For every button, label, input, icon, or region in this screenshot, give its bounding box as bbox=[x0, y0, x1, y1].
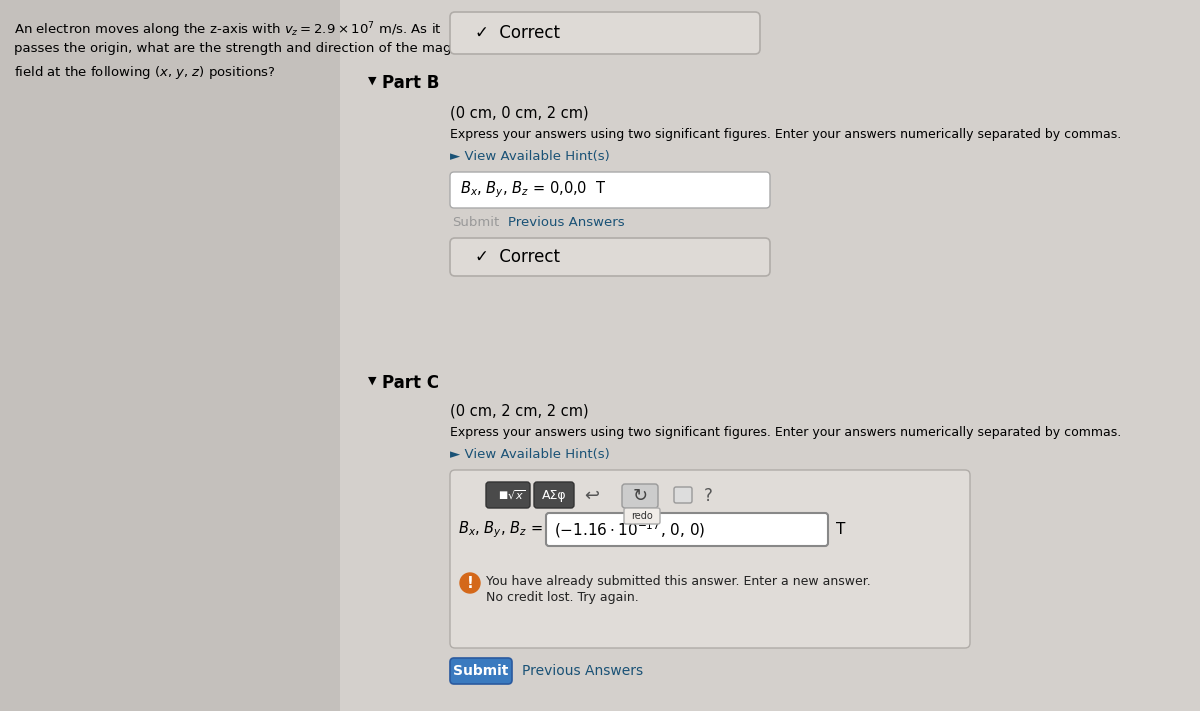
Text: $\sqrt{x}$: $\sqrt{x}$ bbox=[508, 488, 526, 502]
Text: ↻: ↻ bbox=[632, 487, 648, 505]
Bar bbox=[340, 0, 1200, 711]
Text: passes the origin, what are the strength and direction of the magnetic: passes the origin, what are the strength… bbox=[14, 42, 485, 55]
FancyBboxPatch shape bbox=[450, 12, 760, 54]
Bar bbox=[0, 0, 340, 711]
Text: (0 cm, 0 cm, 2 cm): (0 cm, 0 cm, 2 cm) bbox=[450, 106, 589, 121]
Text: Part C: Part C bbox=[382, 374, 439, 392]
FancyBboxPatch shape bbox=[534, 482, 574, 508]
FancyBboxPatch shape bbox=[624, 508, 660, 524]
FancyBboxPatch shape bbox=[450, 470, 970, 648]
FancyBboxPatch shape bbox=[546, 513, 828, 546]
FancyBboxPatch shape bbox=[674, 487, 692, 503]
Circle shape bbox=[460, 573, 480, 593]
FancyBboxPatch shape bbox=[450, 238, 770, 276]
Text: redo: redo bbox=[631, 511, 653, 521]
Text: Submit: Submit bbox=[454, 664, 509, 678]
Text: Previous Answers: Previous Answers bbox=[522, 664, 643, 678]
Text: $(-1.16 \cdot 10^{-17}$, 0, 0$)$: $(-1.16 \cdot 10^{-17}$, 0, 0$)$ bbox=[554, 520, 706, 540]
Text: $B_x$, $B_y$, $B_z$ =: $B_x$, $B_y$, $B_z$ = bbox=[458, 520, 542, 540]
Text: !: ! bbox=[467, 575, 474, 591]
Text: ↩: ↩ bbox=[584, 487, 599, 505]
Text: ✓  Correct: ✓ Correct bbox=[475, 248, 560, 266]
Text: $B_x$, $B_y$, $B_z$ = 0,0,0  T: $B_x$, $B_y$, $B_z$ = 0,0,0 T bbox=[460, 180, 606, 201]
Text: ✓  Correct: ✓ Correct bbox=[475, 24, 560, 42]
Text: ► View Available Hint(s): ► View Available Hint(s) bbox=[450, 150, 610, 163]
Text: Express your answers using two significant figures. Enter your answers numerical: Express your answers using two significa… bbox=[450, 426, 1121, 439]
Text: Express your answers using two significant figures. Enter your answers numerical: Express your answers using two significa… bbox=[450, 128, 1121, 141]
Text: ▼: ▼ bbox=[368, 376, 377, 386]
Text: AΣφ: AΣφ bbox=[541, 488, 566, 501]
FancyBboxPatch shape bbox=[622, 484, 658, 508]
FancyBboxPatch shape bbox=[486, 482, 530, 508]
FancyBboxPatch shape bbox=[450, 172, 770, 208]
Text: Submit: Submit bbox=[452, 216, 499, 229]
FancyBboxPatch shape bbox=[450, 658, 512, 684]
Text: Part B: Part B bbox=[382, 74, 439, 92]
Text: An electron moves along the z-axis with $v_z = 2.9 \times 10^7$ m/s. As it: An electron moves along the z-axis with … bbox=[14, 20, 442, 40]
Text: ■: ■ bbox=[498, 490, 508, 500]
Text: No credit lost. Try again.: No credit lost. Try again. bbox=[486, 591, 638, 604]
Text: You have already submitted this answer. Enter a new answer.: You have already submitted this answer. … bbox=[486, 575, 871, 588]
Text: field at the following ($x$, $y$, $z$) positions?: field at the following ($x$, $y$, $z$) p… bbox=[14, 64, 276, 81]
Text: Previous Answers: Previous Answers bbox=[508, 216, 625, 229]
Text: T: T bbox=[836, 523, 845, 538]
Text: ► View Available Hint(s): ► View Available Hint(s) bbox=[450, 448, 610, 461]
Text: (0 cm, 2 cm, 2 cm): (0 cm, 2 cm, 2 cm) bbox=[450, 404, 589, 419]
Text: ▼: ▼ bbox=[368, 76, 377, 86]
Text: ?: ? bbox=[704, 487, 713, 505]
